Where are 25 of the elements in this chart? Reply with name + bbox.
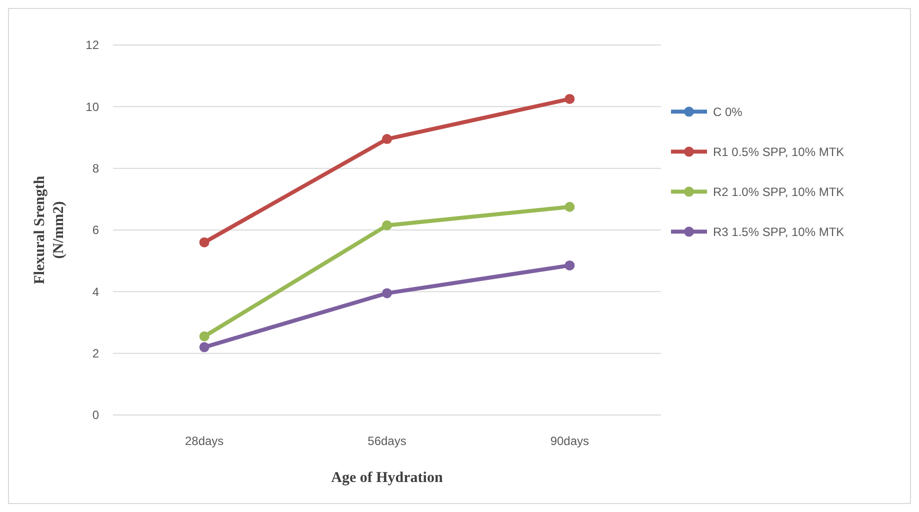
x-tick-label: 90days bbox=[550, 434, 590, 448]
y-tick-label: 6 bbox=[92, 223, 100, 238]
point bbox=[199, 331, 210, 342]
legend-label: R3 1.5% SPP, 10% MTK bbox=[713, 224, 844, 239]
legend-label: R1 0.5% SPP, 10% MTK bbox=[713, 144, 844, 159]
y-tick-label: 12 bbox=[86, 38, 100, 52]
point bbox=[382, 220, 392, 230]
x-tick-label: 56days bbox=[368, 434, 406, 448]
point bbox=[564, 94, 575, 104]
legend-label: C 0% bbox=[713, 104, 743, 119]
y-axis-title: Flexural Srength (N/mm2) bbox=[32, 175, 67, 284]
x-axis-title: Age of Hydration bbox=[331, 470, 444, 486]
y-tick-label: 2 bbox=[92, 346, 100, 361]
point bbox=[199, 342, 210, 352]
point bbox=[382, 288, 392, 298]
point bbox=[199, 237, 210, 248]
y-tick-label: 0 bbox=[92, 408, 100, 422]
y-tick-label: 4 bbox=[92, 284, 100, 299]
x-tick-label: 28days bbox=[184, 434, 224, 448]
y-tick-label: 8 bbox=[92, 162, 100, 176]
point bbox=[382, 134, 392, 144]
y-tick-label: 10 bbox=[86, 100, 100, 114]
point bbox=[564, 260, 575, 270]
legend-label: R2 1.0% SPP, 10% MTK bbox=[713, 184, 844, 199]
point bbox=[564, 202, 575, 212]
